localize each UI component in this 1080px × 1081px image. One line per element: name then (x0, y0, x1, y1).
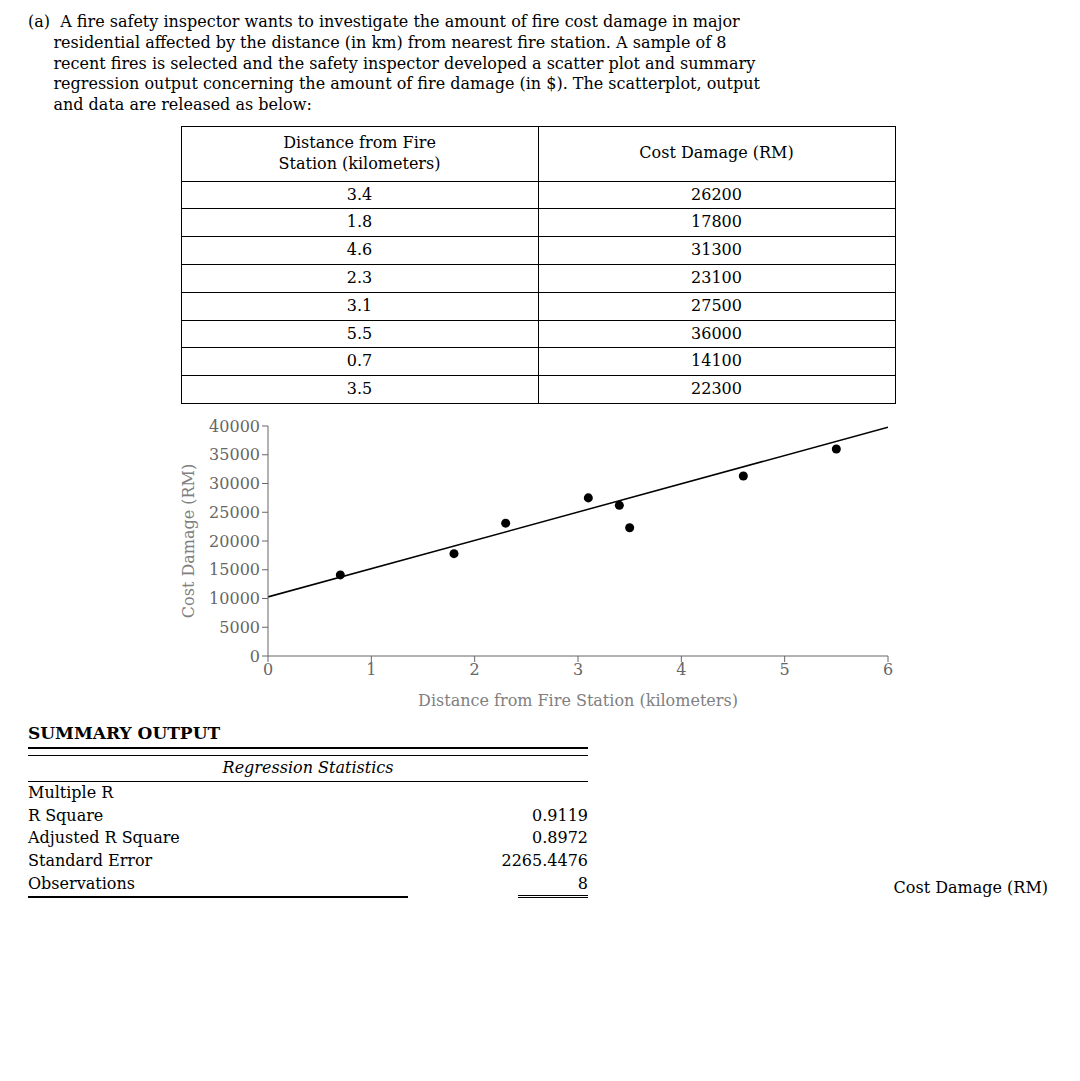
svg-text:25000: 25000 (209, 503, 260, 522)
svg-text:3: 3 (573, 660, 583, 679)
html-text:Station (kilometers): Station (kilometers) (278, 153, 441, 173)
svg-text:6: 6 (883, 660, 893, 679)
html-text:1.8: 1.8 (346, 212, 373, 232)
html-text:14100: 14100 (691, 351, 742, 371)
svg-text:30000: 30000 (209, 474, 260, 493)
svg-text:4: 4 (676, 660, 686, 679)
html-text:Adjusted R Square: Adjusted R Square (28, 828, 180, 848)
html-text:regression output concerning t: regression output concerning the amount … (28, 74, 760, 94)
svg-text:15000: 15000 (209, 560, 260, 579)
html-text:31300: 31300 (691, 240, 742, 260)
html-text:Regression Statistics: Regression Statistics (222, 758, 394, 777)
html-text:0.9119: 0.9119 (532, 805, 588, 825)
html-text:3.1: 3.1 (346, 295, 373, 315)
svg-text:2: 2 (470, 660, 480, 679)
svg-text:0: 0 (263, 660, 273, 679)
html-text:4.6: 4.6 (346, 240, 373, 260)
svg-text:1: 1 (366, 660, 376, 679)
html-text:22300: 22300 (691, 379, 742, 399)
svg-text:5: 5 (780, 660, 790, 679)
svg-text:0: 0 (250, 647, 260, 666)
html-text:Distance from Fire: Distance from Fire (283, 133, 436, 152)
html-text:Cost Damage (RM): Cost Damage (RM) (893, 878, 1048, 897)
svg-text:Cost Damage (RM): Cost Damage (RM) (179, 464, 198, 618)
html-text:SUMMARY OUTPUT: SUMMARY OUTPUT (28, 723, 221, 743)
svg-text:40000: 40000 (209, 417, 260, 436)
html-text:26200: 26200 (691, 184, 742, 204)
html-text:3.4: 3.4 (346, 184, 373, 204)
html-text:17800: 17800 (691, 212, 742, 232)
html-text:5.5: 5.5 (346, 323, 373, 343)
svg-text:10000: 10000 (209, 589, 260, 608)
html-text:Standard Error: Standard Error (28, 851, 153, 871)
html-text:8: 8 (577, 874, 588, 893)
html-text:Multiple R: Multiple R (28, 782, 114, 802)
html-text:23100: 23100 (691, 268, 742, 287)
svg-text:35000: 35000 (209, 445, 260, 464)
html-text:R Square: R Square (28, 805, 104, 825)
html-text:3.5: 3.5 (346, 379, 373, 399)
html-text:36000: 36000 (691, 323, 742, 343)
html-text:0.8972: 0.8972 (532, 828, 588, 848)
svg-text:5000: 5000 (219, 618, 260, 637)
svg-text:20000: 20000 (209, 532, 260, 551)
html-text:0.7: 0.7 (346, 351, 373, 371)
html-text:recent fires is selected and t: recent fires is selected and the safety … (28, 53, 756, 73)
html-text:2265.4476: 2265.4476 (501, 851, 588, 871)
svg-text:Distance from Fire Station (ki: Distance from Fire Station (kilometers) (418, 691, 738, 710)
html-text:Observations: Observations (28, 874, 135, 893)
html-text:and data are released as below: and data are released as below: (28, 95, 312, 115)
html-text:27500: 27500 (691, 295, 742, 315)
html-text:(a) A fire safety inspector wa: (a) A fire safety inspector wants to inv… (28, 12, 740, 31)
html-text:residential affected by the di: residential affected by the distance (in… (28, 32, 727, 52)
html-text:Cost Damage (RM): Cost Damage (RM) (639, 143, 794, 163)
html-text:2.3: 2.3 (346, 268, 373, 287)
